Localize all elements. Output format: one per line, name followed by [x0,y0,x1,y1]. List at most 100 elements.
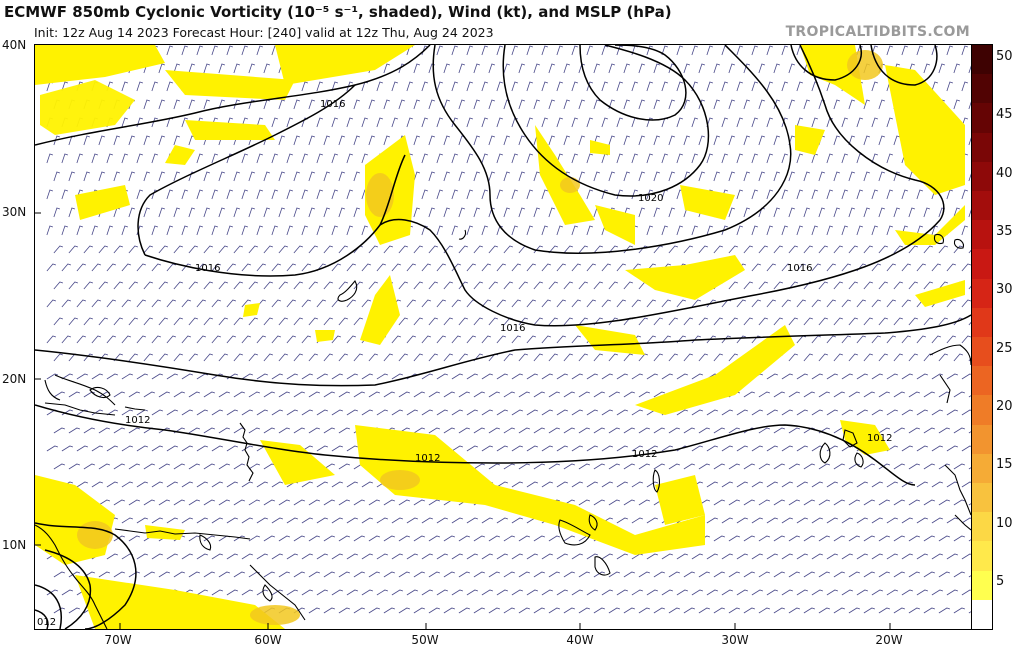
wind-barb [871,335,882,344]
colorbar-label-45: 45 [996,107,1013,122]
wind-barb [751,153,759,164]
wind-barb [143,207,151,218]
wind-barb [548,99,556,110]
wind-barb [878,463,891,470]
wind-barb [143,391,156,398]
wind-barb [256,117,264,128]
wind-barb [833,391,846,398]
wind-barb [308,607,321,614]
wind-barb [323,207,331,218]
wind-barb [541,553,554,560]
wind-barb [76,299,87,308]
wind-barb [653,353,664,362]
wind-barb [608,171,616,182]
wind-barb [121,263,132,272]
wind-barb [691,117,699,128]
wind-barb [173,171,181,182]
wind-barb [413,391,426,398]
wind-barb [728,245,739,254]
wind-barb [158,171,166,182]
wind-barb [773,317,784,326]
wind-barb [376,409,389,416]
wind-barb [61,263,72,272]
wind-barb [698,607,711,614]
wind-barb [68,427,81,434]
colorbar-segment [972,512,992,542]
wind-barb [743,571,756,578]
wind-barb [728,535,741,542]
colorbar-segment [972,307,992,337]
wind-barb [511,45,519,56]
wind-barb [323,535,336,542]
wind-barb [841,481,854,488]
wind-barb [556,373,569,380]
wind-barb [263,499,276,506]
wind-barb [218,391,231,398]
wind-barb [653,245,664,254]
wind-barb [601,589,614,596]
wind-barb [503,391,516,398]
wind-barb [68,607,81,614]
wind-barb [511,373,524,380]
wind-barb [886,45,894,56]
wind-barb [46,335,57,344]
wind-barb [766,81,774,92]
wind-barb [661,225,669,236]
wind-barb [676,153,684,164]
wind-barb [466,553,479,560]
wind-barb [61,299,72,308]
wind-barb [961,45,969,56]
wind-barb [241,225,249,236]
wind-barb [83,317,94,326]
wind-barb [863,135,871,146]
wind-barb [248,427,261,434]
wind-barb [893,427,906,434]
wind-barb [788,427,801,434]
wind-barb [661,553,674,560]
wind-barb [743,391,756,398]
wind-barb [781,117,789,128]
wind-barb [661,45,669,56]
wind-barb [98,353,109,362]
wind-barb [803,427,816,434]
wind-barb [203,281,214,290]
wind-barb [563,571,576,578]
wind-barb [361,225,369,236]
wind-barb [563,317,574,326]
wind-barb [196,553,209,560]
wind-barb [526,263,537,272]
wind-barb [578,427,591,434]
wind-barb [736,81,744,92]
wind-barb [173,391,186,398]
wind-barb [631,481,644,488]
wind-barb [706,409,719,416]
wind-barb [248,281,259,290]
wind-barb [908,207,916,218]
wind-barb [428,353,439,362]
wind-barb [863,353,874,362]
lon-label-20w: 20W [875,633,903,647]
wind-barb [773,427,786,434]
wind-barb [443,207,451,218]
wind-barb [728,63,736,74]
wind-barb [451,299,462,308]
wind-barb [166,445,179,452]
wind-barb [316,81,324,92]
wind-barb [826,335,837,344]
wind-barb [953,207,961,218]
wind-barb [923,281,934,290]
wind-barb [113,463,126,470]
wind-barb [233,245,244,254]
wind-barb [856,553,869,560]
wind-barb [473,171,481,182]
wind-barb [638,171,646,182]
wind-barb [158,391,171,398]
wind-barb [68,207,76,218]
wind-barb [713,607,726,614]
wind-barb [383,607,396,614]
wind-barb [781,299,792,308]
wind-barb [638,427,651,434]
wind-barb [758,171,766,182]
wind-barb [263,571,276,578]
wind-barb [413,63,421,74]
